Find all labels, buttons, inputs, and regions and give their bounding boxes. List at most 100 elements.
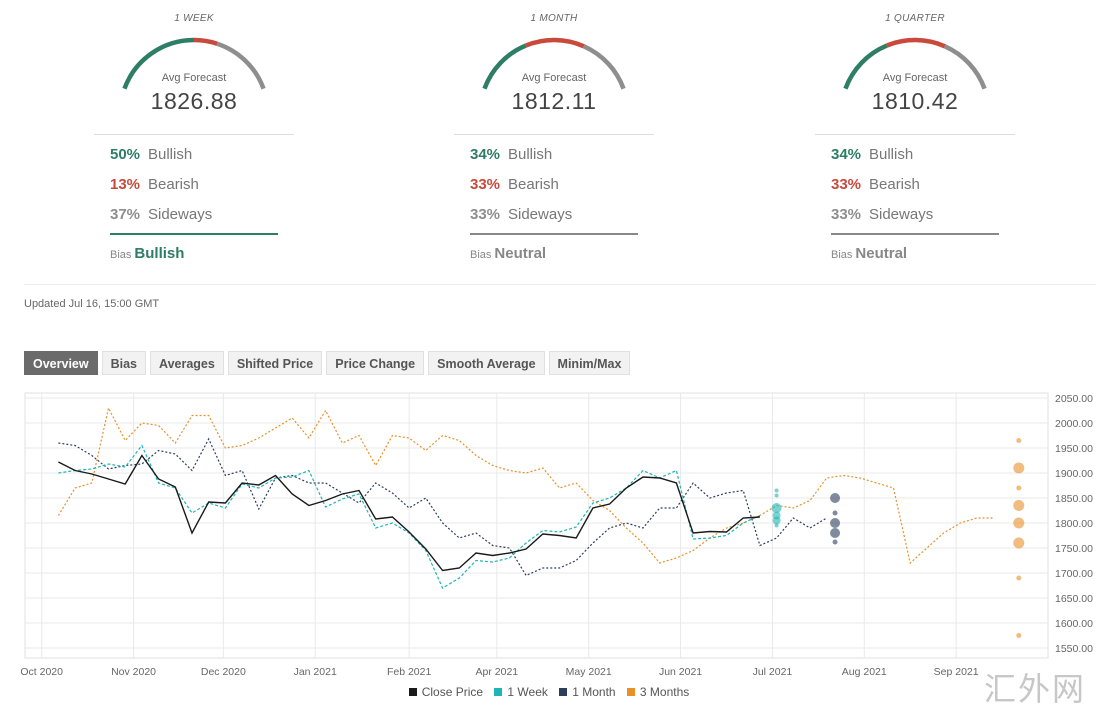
bias-label: Bias — [470, 249, 492, 261]
sideways-pct: 33% — [831, 206, 862, 223]
x-tick-label: Jan 2021 — [294, 666, 337, 678]
legend-item-3-months[interactable]: 3 Months — [626, 685, 690, 699]
tab-minim-max[interactable]: Minim/Max — [548, 351, 631, 375]
tab-price-change[interactable]: Price Change — [326, 351, 425, 375]
tab-overview[interactable]: Overview — [24, 351, 98, 375]
chart-tabs: Overview Bias Averages Shifted Price Pri… — [24, 351, 631, 375]
bullish-row: 34% Bullish — [470, 146, 552, 163]
sideways-label: Sideways — [148, 206, 213, 223]
x-tick-label: Feb 2021 — [387, 666, 432, 678]
sideways-pct: 33% — [470, 206, 501, 223]
gauge-arc-bearish — [193, 37, 218, 46]
bullish-row: 50% Bullish — [110, 146, 192, 163]
watermark-logo: 汇外网 — [983, 670, 1086, 708]
gauge-period: 1 WEEK — [174, 13, 214, 24]
forecast-dot-3-months[interactable] — [1016, 438, 1022, 443]
tab-smooth-average[interactable]: Smooth Average — [428, 351, 545, 375]
series-line-3-months — [57, 406, 994, 565]
forecast-dot-1-month[interactable] — [832, 510, 838, 516]
gauge-arc — [482, 37, 626, 90]
bearish-pct: 33% — [831, 176, 862, 193]
y-tick-label: 1600.00 — [1055, 618, 1093, 630]
x-tick-label: Jun 2021 — [659, 666, 702, 678]
gauge-arc — [843, 37, 987, 90]
forecast-dot-3-months[interactable] — [1016, 633, 1022, 638]
bias: Bias Neutral — [831, 245, 907, 262]
bearish-row: 13% Bearish — [110, 176, 199, 193]
y-tick-label: 1700.00 — [1055, 568, 1093, 580]
bullish-pct: 34% — [470, 146, 501, 163]
y-tick-label: 1950.00 — [1055, 443, 1093, 455]
avg-forecast-label: Avg Forecast — [882, 72, 948, 84]
bearish-pct: 33% — [470, 176, 501, 193]
series-line-1-week — [58, 444, 761, 589]
bullish-pct: 34% — [831, 146, 862, 163]
bias-underline — [110, 233, 278, 235]
legend-item-1-month[interactable]: 1 Month — [559, 685, 616, 699]
legend-item-close-price[interactable]: Close Price — [408, 685, 483, 699]
bearish-label: Bearish — [148, 176, 199, 193]
gauge-arc-bearish — [885, 37, 946, 49]
y-tick-label: 1850.00 — [1055, 493, 1093, 505]
y-tick-label: 1650.00 — [1055, 593, 1093, 605]
forecast-dot-3-months[interactable] — [1013, 517, 1025, 529]
bearish-label: Bearish — [869, 176, 920, 193]
forecast-dot-1-week[interactable] — [774, 523, 779, 528]
legend-label: 3 Months — [639, 685, 690, 699]
forecast-dot-3-months[interactable] — [1016, 575, 1022, 581]
forecast-dot-3-months[interactable] — [1013, 462, 1025, 474]
legend-item-1-week[interactable]: 1 Week — [494, 685, 548, 699]
gauge-period: 1 QUARTER — [885, 13, 945, 24]
bias-label: Bias — [110, 249, 132, 261]
avg-forecast-label: Avg Forecast — [161, 72, 227, 84]
gauge-arc-sideways — [216, 41, 266, 90]
bearish-label: Bearish — [508, 176, 559, 193]
sideways-row: 33% Sideways — [470, 206, 572, 223]
forecast-dot-1-month[interactable] — [830, 518, 841, 528]
gauge-arc-sideways — [943, 44, 987, 90]
section-divider — [24, 284, 1096, 285]
forecast-dot-1-month[interactable] — [830, 493, 841, 503]
y-tick-label: 1750.00 — [1055, 543, 1093, 555]
x-tick-label: Oct 2020 — [20, 666, 63, 678]
forecast-dot-1-month[interactable] — [832, 539, 838, 545]
forecast-dot-1-month[interactable] — [830, 528, 841, 538]
y-tick-label: 2050.00 — [1055, 393, 1093, 405]
gauge-arc-bearish — [524, 37, 585, 49]
legend-swatch — [494, 688, 503, 696]
bullish-pct: 50% — [110, 146, 141, 163]
gauge-arc-sideways — [582, 44, 626, 90]
x-tick-label: Nov 2020 — [111, 666, 156, 678]
chart-legend: Close Price 1 Week 1 Month 3 Months — [0, 685, 1098, 699]
forecast-dot-3-months[interactable] — [1016, 485, 1022, 491]
sideways-label: Sideways — [508, 206, 573, 223]
forecast-dot-1-week[interactable] — [774, 488, 779, 493]
bullish-label: Bullish — [869, 146, 914, 163]
gauge-arc-bullish — [482, 43, 527, 90]
gauge-divider — [94, 134, 294, 135]
y-tick-label: 2000.00 — [1055, 418, 1093, 430]
avg-forecast-value: 1810.42 — [871, 88, 959, 114]
tab-averages[interactable]: Averages — [150, 351, 224, 375]
sideways-pct: 37% — [110, 206, 141, 223]
x-tick-label: Dec 2020 — [201, 666, 246, 678]
bias-value: Bullish — [134, 245, 185, 262]
forecast-dot-1-week[interactable] — [774, 493, 779, 498]
tab-bias[interactable]: Bias — [101, 351, 146, 375]
gauge-divider — [454, 134, 654, 135]
legend-swatch — [626, 688, 635, 696]
gauge-period: 1 MONTH — [530, 13, 578, 24]
x-tick-label: Aug 2021 — [842, 666, 887, 678]
forecast-dot-3-months[interactable] — [1013, 537, 1025, 549]
series-line-close-price — [58, 454, 760, 572]
bullish-label: Bullish — [508, 146, 553, 163]
bias: Bias Bullish — [110, 245, 184, 262]
forecast-dot-1-week[interactable] — [772, 516, 781, 525]
forecast-dot-1-week[interactable] — [771, 503, 782, 513]
forecast-dot-3-months[interactable] — [1013, 500, 1025, 511]
bearish-pct: 13% — [110, 176, 141, 193]
y-tick-label: 1550.00 — [1055, 643, 1093, 655]
gauge-arc-bullish — [843, 43, 888, 90]
tab-shifted-price[interactable]: Shifted Price — [227, 351, 323, 375]
updated-timestamp: Updated Jul 16, 15:00 GMT — [24, 298, 160, 310]
